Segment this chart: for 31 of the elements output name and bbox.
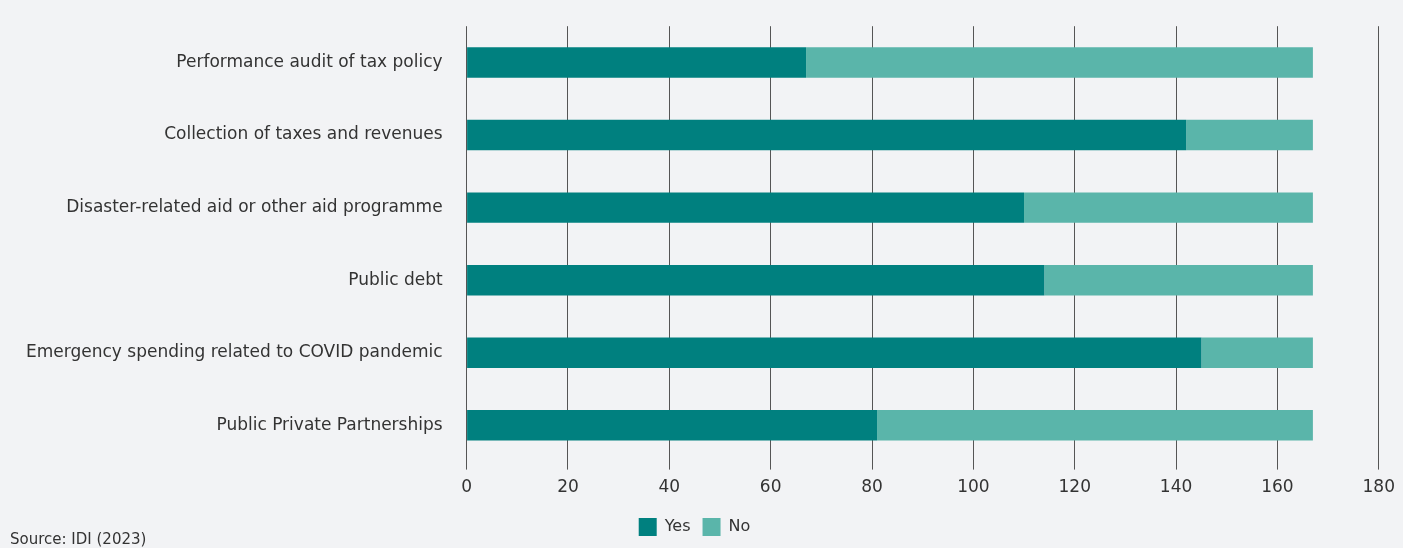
bar (467, 410, 878, 441)
source-note: Source: IDI (2023) (10, 530, 147, 548)
bar (877, 410, 1313, 441)
bar (806, 47, 1313, 78)
bar (1044, 264, 1313, 296)
y-tick-label: Emergency spending related to COVID pandemic (26, 341, 443, 362)
bar (1024, 192, 1313, 223)
x-tick-label: 100 (957, 476, 990, 497)
bar (1186, 119, 1313, 151)
x-tick-label: 80 (861, 476, 883, 497)
y-tick-label: Public debt (348, 268, 443, 289)
bar (1201, 337, 1313, 368)
x-tick-label: 60 (759, 476, 782, 497)
x-tick-label: 140 (1159, 476, 1193, 497)
x-tick-label: 180 (1362, 476, 1395, 497)
x-tick-label: 0 (461, 476, 473, 497)
y-tick-label: Collection of taxes and revenues (164, 123, 443, 144)
legend-label: Yes (663, 516, 691, 536)
y-tick-label: Public Private Partnerships (216, 413, 443, 434)
bar (467, 47, 807, 78)
x-tick-label: 20 (557, 476, 579, 497)
x-tick-label: 160 (1261, 476, 1294, 497)
legend-label: No (728, 516, 751, 536)
bar (467, 264, 1045, 296)
x-tick-label: 120 (1058, 476, 1091, 497)
y-tick-label: Disaster-related aid or other aid programme (66, 196, 443, 217)
x-tick-label: 40 (658, 476, 681, 497)
bar (467, 192, 1025, 223)
bar (467, 119, 1187, 151)
bar (467, 337, 1202, 368)
y-tick-label: Performance audit of tax policy (176, 50, 443, 71)
